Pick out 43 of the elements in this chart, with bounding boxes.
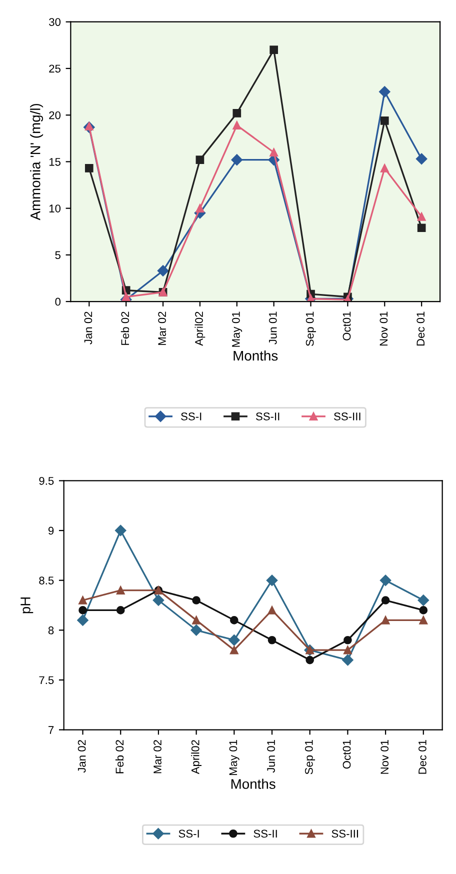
y-tick-label: 30 <box>49 18 61 26</box>
x-axis-title: Months <box>234 350 278 361</box>
x-tick-label: Mar 02 <box>154 740 162 774</box>
x-tick-label: May 01 <box>232 312 242 347</box>
x-tick-label: April02 <box>191 740 202 774</box>
x-tick-label: Dec 01 <box>418 740 426 774</box>
y-tick-label: 7 <box>48 726 54 734</box>
x-tick-label: Nov 01 <box>380 740 389 774</box>
y-tick-label: 20 <box>49 111 61 120</box>
legend-label: SS-III <box>334 412 360 420</box>
y-axis-title: pH <box>20 598 34 614</box>
y-tick-label: 7.5 <box>39 676 54 684</box>
x-tick-label: Jan 02 <box>84 312 92 344</box>
y-tick-label: 9 <box>48 526 54 535</box>
x-tick-label: Feb 02 <box>115 740 124 774</box>
y-tick-label: 0 <box>55 298 61 306</box>
x-tick-label: Sep 01 <box>306 312 316 346</box>
x-tick-label: Nov 01 <box>380 312 388 346</box>
legend-label: SS-I <box>178 830 199 838</box>
x-tick-label: Jun 01 <box>267 740 275 773</box>
y-axis-title: Ammonia 'N' (mg/l) <box>30 104 44 220</box>
x-tick-label: April02 <box>194 312 206 346</box>
x-tick-label: Dec 01 <box>416 312 425 346</box>
x-tick-label: May 01 <box>229 740 240 776</box>
x-axis-title: Months <box>231 778 276 789</box>
y-tick-label: 25 <box>49 64 60 73</box>
x-tick-label: Jan 02 <box>78 740 86 773</box>
legend-label: SS-III <box>332 830 358 838</box>
legend-label: SS-II <box>254 830 277 838</box>
x-tick-label: Oct01 <box>342 312 351 340</box>
x-tick-label: Jun 01 <box>268 312 277 344</box>
y-tick-label: 15 <box>49 158 60 166</box>
x-tick-label: Oct01 <box>342 740 351 769</box>
legend-label: SS-I <box>181 412 202 420</box>
y-tick-label: 5 <box>55 251 60 260</box>
y-tick-label: 8.5 <box>39 576 54 584</box>
x-tick-label: Mar 02 <box>158 312 166 345</box>
legend-label: SS-II <box>256 412 280 420</box>
x-tick-label: Feb 02 <box>120 312 130 345</box>
y-tick-label: 8 <box>48 626 54 634</box>
x-tick-label: Sep 01 <box>304 740 316 774</box>
y-tick-label: 10 <box>49 204 61 212</box>
y-tick-label: 9.5 <box>39 476 54 485</box>
